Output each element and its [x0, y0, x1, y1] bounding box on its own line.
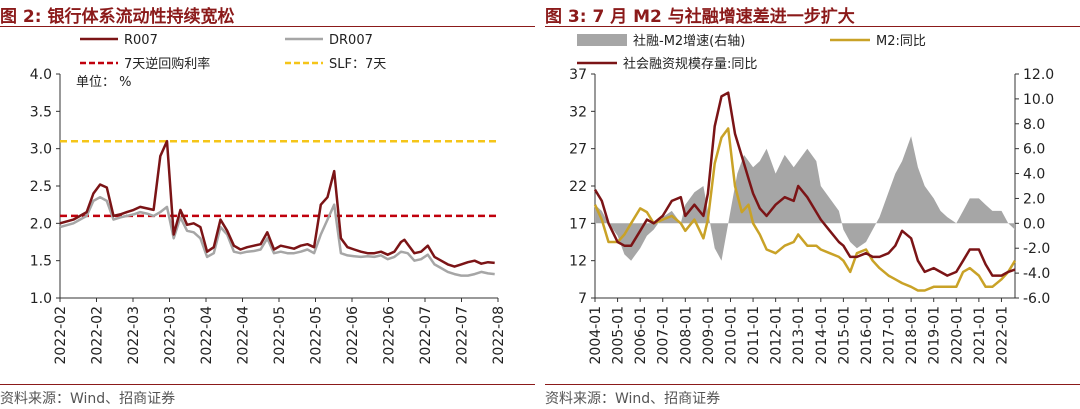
source-rule: [545, 384, 1080, 385]
series-line: [593, 127, 1017, 292]
x-tick-label: 2019-01: [927, 306, 943, 365]
series-line: [59, 195, 495, 277]
y2-tick-label: 0.0: [1023, 216, 1045, 232]
y2-tick-label: -4.0: [1023, 266, 1050, 282]
unit-label: 单位： %: [76, 75, 132, 90]
chart-panel-m2: 图 3: 7 月 M2 与社融增速差进一步扩大 7 12 17 22 27 32 37 -6.…: [545, 0, 1080, 409]
x-tick-label: 2016-01: [859, 306, 875, 365]
x-tick-label: 2010-01: [723, 306, 739, 365]
x-tick-label: 2006-01: [633, 306, 649, 365]
figure-title: 图 2: 银行体系流动性持续宽松: [0, 7, 235, 27]
x-tick-label: 2022-08: [491, 306, 507, 365]
x-tick-label: 2011-01: [746, 306, 762, 365]
series-area: [595, 136, 1015, 261]
legend-label: 7天逆回购利率: [124, 56, 210, 72]
x-tick-label: 2005-01: [611, 306, 627, 365]
x-tick-label: 2015-01: [836, 306, 852, 365]
y-tick-label: 3.5: [30, 104, 52, 120]
x-tick-label: 2012-01: [769, 306, 785, 365]
y-tick-label: 12: [569, 254, 587, 270]
x-tick-label: 2022-06: [382, 306, 398, 365]
chart-panel-liquidity: 图 2: 银行体系流动性持续宽松 1.0 1.5 2.0 2.5 3.0 3.5 4.0 20…: [0, 0, 535, 409]
source-rule: [0, 384, 535, 385]
x-tick-label: 2007-01: [656, 306, 672, 365]
m2-chart: 7 12 17 22 27 32 37 -6.0 -4.0 -2.0 0.0 2.0 4.0 6.0 8.0…: [569, 33, 1054, 365]
x-tick-label: 2022-04: [199, 306, 215, 365]
x-tick-label: 2008-01: [678, 306, 694, 365]
x-tick-label: 2004-01: [588, 306, 604, 365]
y-tick-label: 17: [569, 216, 587, 232]
liquidity-chart: 1.0 1.5 2.0 2.5 3.0 3.5 4.0 2022-02 2022-02 2022-…: [30, 33, 507, 365]
y-tick-label: 2.0: [30, 216, 52, 232]
x-tick-label: 2014-01: [814, 306, 830, 365]
x-tick-label: 2022-06: [345, 306, 361, 365]
y-tick-label: 1.0: [30, 291, 52, 307]
y-tick-label: 7: [578, 291, 587, 307]
y-tick-label: 32: [569, 104, 587, 120]
x-tick-label: 2022-02: [53, 306, 69, 365]
y2-tick-label: 2.0: [1023, 191, 1045, 207]
x-tick-label: 2022-07: [418, 306, 434, 365]
y2-tick-label: -6.0: [1023, 291, 1050, 307]
x-tick-label: 2013-01: [791, 306, 807, 365]
y-tick-label: 3.0: [30, 142, 52, 158]
y-tick-label: 1.5: [30, 254, 52, 270]
legend-label: M2:同比: [876, 34, 926, 49]
figure-title: 图 3: 7 月 M2 与社融增速差进一步扩大: [545, 7, 855, 27]
x-tick-label: 2022-02: [90, 306, 106, 365]
x-tick-label: 2022-03: [126, 306, 142, 365]
y2-tick-label: -2.0: [1023, 241, 1050, 257]
y2-tick-label: 6.0: [1023, 142, 1045, 158]
y2-tick-label: 4.0: [1023, 167, 1045, 183]
legend-label: R007: [124, 33, 158, 48]
y-tick-label: 4.0: [30, 67, 52, 83]
x-tick-label: 2022-03: [163, 306, 179, 365]
title-rule: [0, 26, 535, 27]
x-tick-label: 2020-01: [949, 306, 965, 365]
legend-label: 社融-M2增速(右轴): [633, 33, 745, 49]
x-tick-label: 2021-01: [972, 306, 988, 365]
x-tick-label: 2022-05: [309, 306, 325, 365]
y2-tick-label: 8.0: [1023, 117, 1045, 133]
title-rule: [545, 26, 1080, 27]
series-line: [59, 139, 495, 268]
y-tick-label: 2.5: [30, 179, 52, 195]
x-tick-label: 2022-01: [994, 306, 1010, 365]
legend-label: 社会融资规模存量:同比: [623, 56, 757, 72]
legend-label: SLF：7天: [329, 57, 386, 72]
source-note: 资料来源：Wind、招商证券: [545, 391, 721, 407]
y-tick-label: 27: [569, 142, 587, 158]
x-tick-label: 2022-04: [236, 306, 252, 365]
series-line: [593, 91, 1016, 277]
source-note: 资料来源：Wind、招商证券: [0, 391, 176, 407]
y2-tick-label: 12.0: [1023, 67, 1054, 83]
x-tick-label: 2009-01: [701, 306, 717, 365]
x-tick-label: 2018-01: [904, 306, 920, 365]
x-tick-label: 2017-01: [882, 306, 898, 365]
x-tick-label: 2022-07: [455, 306, 471, 365]
legend-swatch: [577, 34, 627, 46]
x-tick-label: 2022-05: [272, 306, 288, 365]
y-tick-label: 37: [569, 67, 587, 83]
y-tick-label: 22: [569, 179, 587, 195]
legend-label: DR007: [329, 33, 373, 48]
y2-tick-label: 10.0: [1023, 92, 1054, 108]
